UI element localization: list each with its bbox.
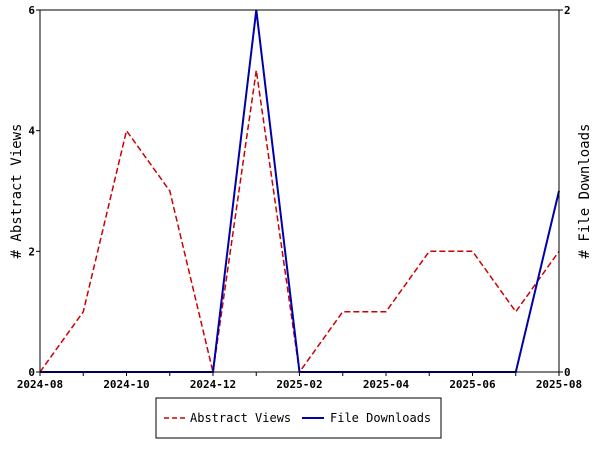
- x-tick-label: 2025-06: [449, 378, 496, 391]
- series-line-abstract-views: [40, 70, 559, 372]
- plot-frame: [40, 10, 559, 372]
- series-layer: [40, 10, 559, 372]
- right-y-axis-title: # File Downloads: [577, 124, 593, 259]
- legend-label: File Downloads: [330, 411, 431, 425]
- legend: Abstract Views File Downloads: [156, 398, 441, 438]
- left-y-tick-label: 2: [28, 245, 35, 258]
- frame-layer: [40, 10, 559, 372]
- axes-layer: [36, 10, 563, 376]
- x-tick-label: 2024-12: [190, 378, 236, 391]
- x-tick-label: 2024-08: [17, 378, 63, 391]
- legend-label: Abstract Views: [190, 411, 291, 425]
- left-y-axis-title: # Abstract Views: [9, 124, 25, 259]
- left-y-tick-label: 6: [28, 4, 35, 17]
- right-y-tick-label: 2: [564, 4, 571, 17]
- series-line-file-downloads: [40, 10, 559, 372]
- x-tick-label: 2025-08: [536, 378, 582, 391]
- x-tick-label: 2025-02: [276, 378, 322, 391]
- x-tick-label: 2024-10: [103, 378, 149, 391]
- left-y-tick-label: 4: [28, 125, 35, 138]
- x-tick-label: 2025-04: [363, 378, 410, 391]
